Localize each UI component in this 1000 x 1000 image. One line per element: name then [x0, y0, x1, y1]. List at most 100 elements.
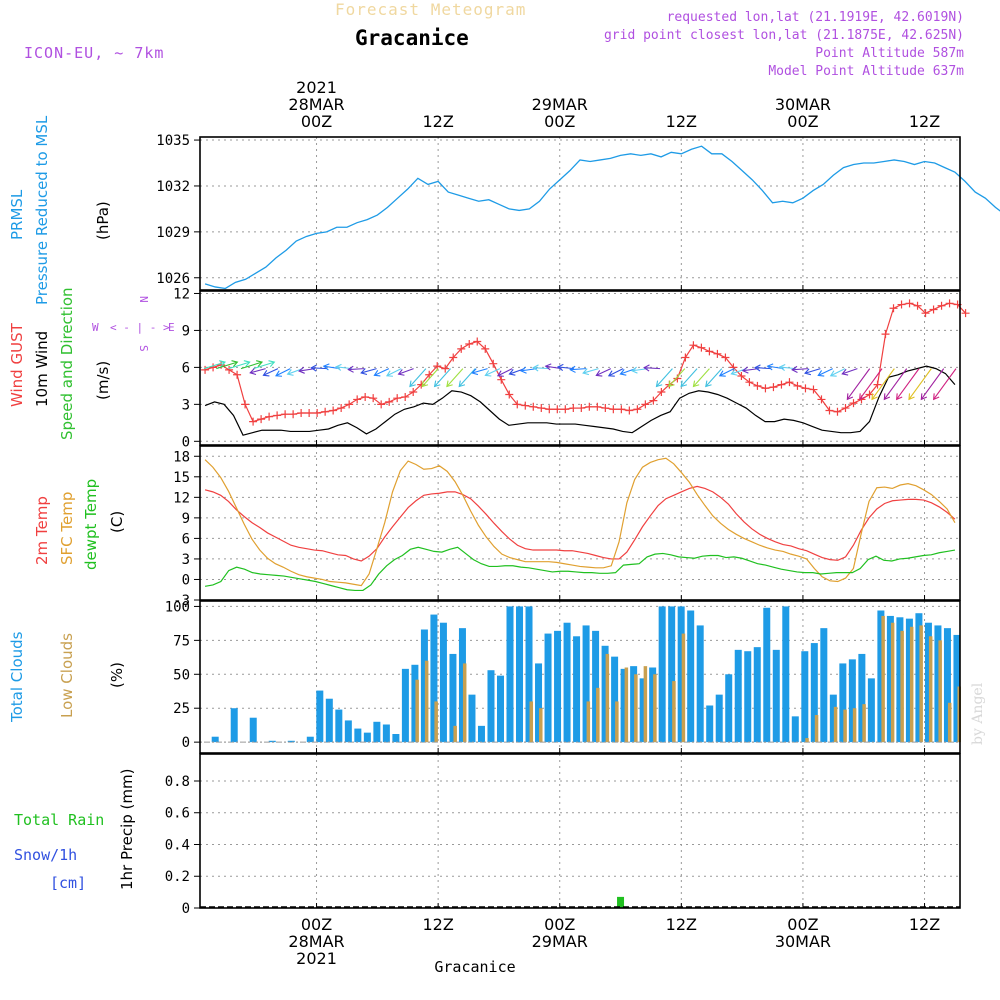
total-cloud-bar — [382, 724, 390, 743]
gust-marker — [369, 394, 378, 403]
gust-marker — [937, 301, 946, 310]
total-cloud-bar — [753, 647, 761, 743]
wind-unit: (m/s) — [94, 361, 112, 400]
wind-direction-arrowhead — [544, 363, 552, 371]
gust-marker — [841, 404, 850, 413]
total-cloud-bar — [867, 678, 875, 743]
wind-direction-arrowhead — [347, 365, 354, 373]
time-label-top: 00Z — [301, 112, 332, 131]
time-label-top: 00Z — [787, 112, 818, 131]
ytick-label-temperature: 6 — [182, 531, 190, 547]
low-cloud-bar — [833, 706, 838, 743]
wind-direction-arrowhead — [322, 363, 330, 371]
wind-direction-arrowhead — [791, 365, 798, 374]
wind-direction-arrowhead — [829, 370, 837, 377]
total-cloud-bar — [592, 630, 600, 743]
gust-marker — [753, 381, 762, 390]
gust-marker — [641, 400, 650, 409]
wind-direction-arrowhead — [668, 380, 675, 388]
gust-marker — [241, 400, 250, 409]
low-cloud-bar — [624, 667, 629, 743]
total-cloud-bar — [506, 606, 514, 743]
time-label-top: 30MAR — [775, 95, 831, 114]
gust-marker — [849, 399, 858, 408]
gust-marker — [209, 363, 218, 372]
total-cloud-bar — [953, 634, 961, 743]
gust-marker — [505, 390, 514, 399]
wind-direction-arrowhead — [871, 393, 878, 401]
compass-south: S — [137, 345, 150, 352]
time-label-bottom: 29MAR — [532, 932, 588, 951]
total-cloud-bar — [430, 614, 438, 743]
ytick-label-clouds: 50 — [173, 667, 190, 683]
wind-direction-arrow — [908, 368, 932, 400]
ytick-label-wind: 6 — [182, 360, 190, 376]
gust-marker — [337, 404, 346, 413]
total-cloud-bar — [306, 736, 314, 743]
low-cloud-bar — [805, 738, 809, 743]
low-cloud-bar — [586, 701, 591, 743]
total-cloud-bar — [335, 709, 343, 743]
wind-direction-arrowhead — [256, 360, 264, 367]
low-cloud-bar — [919, 625, 923, 743]
total-cloud-bar — [791, 716, 799, 743]
time-label-bottom: 12Z — [909, 915, 940, 934]
time-label-bottom: 12Z — [422, 915, 453, 934]
gust-marker — [233, 370, 242, 379]
low-cloud-bar — [909, 626, 914, 743]
total-cloud-bar — [620, 668, 628, 743]
gust-marker — [529, 402, 538, 411]
gust-marker — [385, 397, 394, 406]
gust-marker — [457, 344, 466, 353]
gust-marker — [657, 388, 666, 397]
gust-marker — [481, 344, 490, 353]
gust-marker — [625, 406, 634, 415]
gust-marker — [265, 412, 274, 421]
wind-direction-arrow — [275, 368, 291, 377]
wind-direction-arrow — [896, 368, 920, 400]
total-cloud-bar — [858, 653, 866, 743]
wind-direction-arrow — [421, 368, 439, 387]
wind-direction-arrow — [719, 368, 735, 377]
ytick-label-precip: 0.8 — [165, 774, 190, 790]
gust-marker — [377, 400, 386, 409]
low-cloud-bar — [605, 653, 610, 743]
station-title: Gracanice — [355, 26, 469, 50]
total-cloud-bar — [943, 628, 951, 743]
wind-direction-arrowhead — [556, 363, 564, 371]
gust-marker — [889, 304, 898, 313]
wind-direction-arrow — [608, 368, 624, 377]
gust-marker — [257, 415, 266, 424]
total-cloud-bar — [829, 694, 837, 743]
total-cloud-bar — [715, 694, 723, 743]
gust-marker — [729, 363, 738, 372]
gust-marker — [353, 395, 362, 404]
gust-marker — [561, 405, 570, 414]
total-cloud-bar — [639, 678, 647, 743]
wind-direction-arrow — [263, 368, 279, 376]
wind-direction-arrowhead — [582, 368, 590, 376]
gust-marker — [473, 337, 482, 346]
wind-direction-arrowhead — [231, 360, 239, 367]
wind-direction-arrowhead — [484, 370, 492, 377]
low-cloud-bar — [596, 687, 600, 743]
total-cloud-bar — [449, 653, 457, 743]
wind-label: 10m Wind — [33, 331, 51, 407]
wind-direction-arrowhead — [846, 393, 854, 401]
total-cloud-bar — [839, 663, 847, 743]
wind-direction-arrowhead — [607, 370, 615, 377]
wind-direction-arrow — [458, 368, 476, 387]
total-cloud-bar — [468, 694, 476, 743]
gust-marker — [817, 395, 826, 404]
gust-marker — [617, 405, 626, 414]
wind-direction-arrowhead — [360, 368, 368, 376]
tsfc-label: SFC Temp — [58, 492, 76, 565]
time-label-top: 12Z — [909, 112, 940, 131]
gust-marker — [305, 408, 314, 417]
low-cloud-bar — [634, 674, 638, 743]
gust-marker — [801, 384, 810, 393]
direction-label: Speed and Direction — [58, 287, 76, 440]
gust-marker — [905, 299, 914, 308]
wind-direction-arrowhead — [298, 366, 305, 374]
low-cloud-bar — [843, 709, 847, 743]
